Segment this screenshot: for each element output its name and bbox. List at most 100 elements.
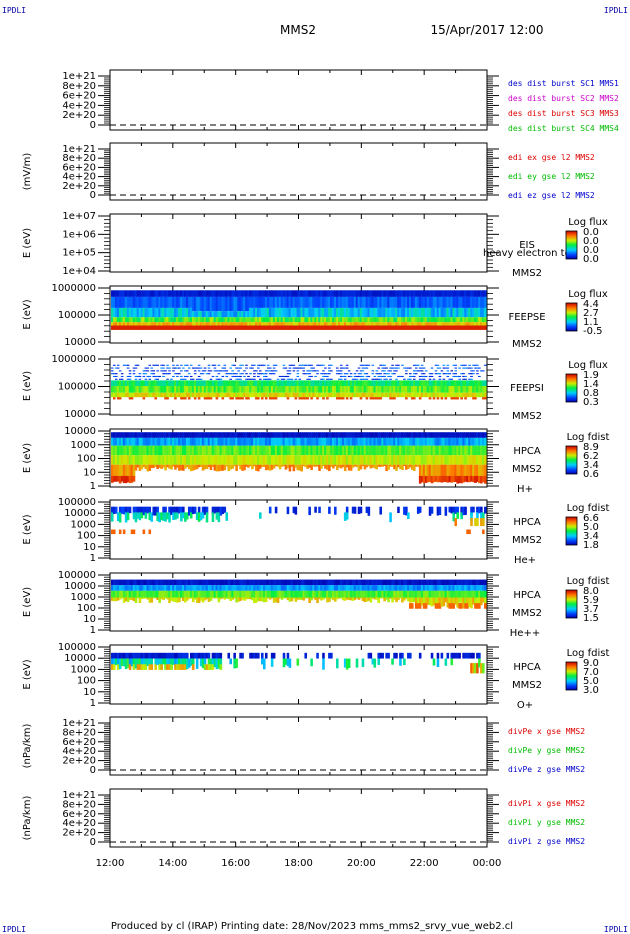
spectrogram-cell [345, 296, 349, 308]
spectrogram-cell [334, 432, 337, 438]
spectrogram-cell [120, 455, 124, 465]
spectrogram-cell [158, 512, 161, 523]
spectrogram-cell [383, 590, 386, 598]
spectrogram-cell [341, 455, 345, 465]
spectrogram-cell [353, 432, 357, 438]
spectrogram-cell [176, 375, 179, 378]
spectrogram-cell [251, 296, 254, 308]
spectrogram-cell [320, 378, 323, 380]
spectrogram-cell [136, 325, 140, 330]
spectrogram-cell [239, 375, 242, 378]
spectrogram-cell [452, 475, 456, 483]
spectrogram-cell [247, 590, 250, 598]
spectrogram-cell [363, 373, 367, 375]
spectrogram-cell [270, 386, 274, 393]
spectrogram-cell [470, 392, 473, 398]
y-tick-label: 10000 [64, 581, 96, 592]
spectrogram-cell [160, 380, 163, 386]
spectrogram-cell [381, 579, 384, 586]
spectrogram-cell [140, 579, 144, 586]
spectrogram-cell [160, 317, 163, 323]
spectrogram-cell [337, 392, 341, 398]
y-tick-label: 1000 [71, 440, 96, 451]
spectrogram-cell [170, 392, 173, 398]
spectrogram-cell [166, 392, 169, 398]
spectrogram-cell [282, 445, 286, 456]
spectrogram-cell [274, 325, 278, 330]
spectrogram-cell [383, 597, 386, 602]
spectrogram-cell [373, 579, 377, 586]
spectrogram-cell [150, 367, 154, 369]
spectrogram-cell [186, 290, 189, 297]
spectrogram-cell [322, 380, 325, 386]
instrument-label: HPCA [513, 446, 541, 457]
spectrogram-cell [377, 322, 381, 326]
spectrogram-cell [416, 464, 420, 467]
spectrogram-cell [369, 455, 373, 465]
spectrogram-cell [332, 585, 335, 591]
spectrogram-cell [290, 386, 294, 393]
spectrogram-cell [460, 475, 463, 484]
spectrogram-cell [225, 464, 229, 467]
spectrogram-cell [201, 512, 205, 519]
spectrogram-cell [255, 397, 258, 400]
spectrogram-cell [227, 455, 231, 465]
spectrogram-cell [231, 437, 234, 446]
spectrogram-cell [385, 386, 388, 393]
spectrogram-cell [150, 579, 154, 586]
spectrogram-cell [466, 317, 469, 323]
spectrogram-cell [470, 506, 473, 516]
spectrogram-cell [166, 325, 169, 330]
spectrogram-cell [274, 455, 278, 465]
spectrogram-cell [367, 375, 371, 378]
spectrogram-cell [426, 579, 430, 586]
spectrogram-cell [205, 311, 209, 318]
spectrogram-cell [476, 506, 479, 513]
spectrogram-cell [375, 432, 379, 438]
spectrogram-cell [180, 506, 183, 516]
spectrogram-cell [274, 296, 278, 308]
spectrogram-cell [264, 322, 268, 326]
spectrogram-cell [166, 397, 169, 400]
spectrogram-cell [134, 322, 138, 326]
spectrogram-cell [172, 597, 175, 602]
spectrogram-cell [430, 386, 434, 393]
spectrogram-cell [472, 307, 475, 318]
spectrogram-cell [300, 322, 304, 326]
spectrogram-cell [217, 378, 221, 380]
spectrogram-cell [456, 386, 459, 393]
spectrogram-cell [211, 364, 215, 366]
spectrogram-cell [278, 317, 282, 323]
spectrogram-cell [116, 290, 120, 297]
spectrogram-cell [239, 367, 242, 369]
spectrogram-cell [482, 317, 485, 323]
spectrogram-cell [308, 322, 311, 326]
spectrogram-cell [114, 506, 118, 514]
spectrogram-cell [201, 290, 205, 297]
spectrogram-cell [454, 392, 457, 398]
spectrogram-cell [357, 386, 361, 393]
spectrogram-cell [215, 378, 219, 380]
spectrogram-cell [345, 506, 349, 515]
spectrogram-cell [276, 445, 280, 456]
spectrogram-cell [150, 380, 154, 386]
spectrogram-cell [120, 307, 124, 318]
spectrogram-cell [217, 296, 221, 312]
spectrogram-cell [434, 437, 438, 446]
spectrogram-cell [134, 307, 138, 318]
spectrogram-cell [197, 378, 201, 380]
spectrogram-cell [343, 373, 347, 375]
spectrogram-cell [336, 317, 339, 323]
spectrogram-cell [391, 364, 394, 366]
spectrogram-cell [160, 512, 163, 521]
spectrogram-cell [399, 296, 402, 308]
spectrogram-cell [217, 325, 221, 330]
spectrogram-cell [452, 325, 456, 330]
spectrogram-cell [308, 464, 311, 468]
spectrogram-cell [128, 397, 132, 400]
spectrogram-cell [120, 325, 124, 330]
spectrogram-cell [450, 579, 454, 586]
spectrogram-cell [468, 380, 471, 386]
colorbar-tick-label: 1.8 [583, 540, 599, 551]
spectrogram-cell [365, 386, 369, 393]
